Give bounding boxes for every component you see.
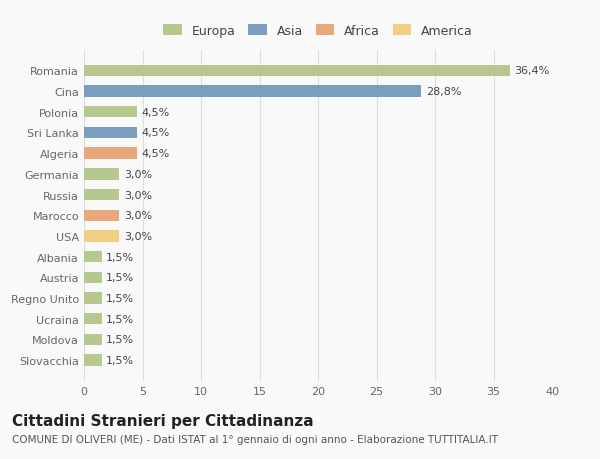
Bar xyxy=(84,313,101,325)
Legend: Europa, Asia, Africa, America: Europa, Asia, Africa, America xyxy=(163,25,473,38)
Text: 1,5%: 1,5% xyxy=(106,335,134,345)
Text: 1,5%: 1,5% xyxy=(106,314,134,324)
Bar xyxy=(84,231,119,242)
Text: Cittadini Stranieri per Cittadinanza: Cittadini Stranieri per Cittadinanza xyxy=(12,413,314,428)
Text: 1,5%: 1,5% xyxy=(106,293,134,303)
Text: 3,0%: 3,0% xyxy=(124,190,152,200)
Bar xyxy=(84,293,101,304)
Text: COMUNE DI OLIVERI (ME) - Dati ISTAT al 1° gennaio di ogni anno - Elaborazione TU: COMUNE DI OLIVERI (ME) - Dati ISTAT al 1… xyxy=(12,434,498,444)
Text: 1,5%: 1,5% xyxy=(106,252,134,262)
Text: 1,5%: 1,5% xyxy=(106,273,134,283)
Bar xyxy=(84,190,119,201)
Text: 4,5%: 4,5% xyxy=(142,107,170,118)
Bar xyxy=(84,86,421,97)
Bar xyxy=(84,334,101,345)
Text: 4,5%: 4,5% xyxy=(142,128,170,138)
Text: 28,8%: 28,8% xyxy=(425,87,461,97)
Text: 1,5%: 1,5% xyxy=(106,355,134,365)
Bar xyxy=(84,148,137,159)
Bar xyxy=(84,272,101,283)
Text: 3,0%: 3,0% xyxy=(124,231,152,241)
Bar xyxy=(84,128,137,139)
Bar xyxy=(84,66,510,77)
Text: 3,0%: 3,0% xyxy=(124,211,152,221)
Bar xyxy=(84,252,101,263)
Bar xyxy=(84,107,137,118)
Text: 36,4%: 36,4% xyxy=(515,66,550,76)
Text: 4,5%: 4,5% xyxy=(142,149,170,159)
Bar xyxy=(84,355,101,366)
Text: 3,0%: 3,0% xyxy=(124,169,152,179)
Bar xyxy=(84,169,119,180)
Bar xyxy=(84,210,119,221)
